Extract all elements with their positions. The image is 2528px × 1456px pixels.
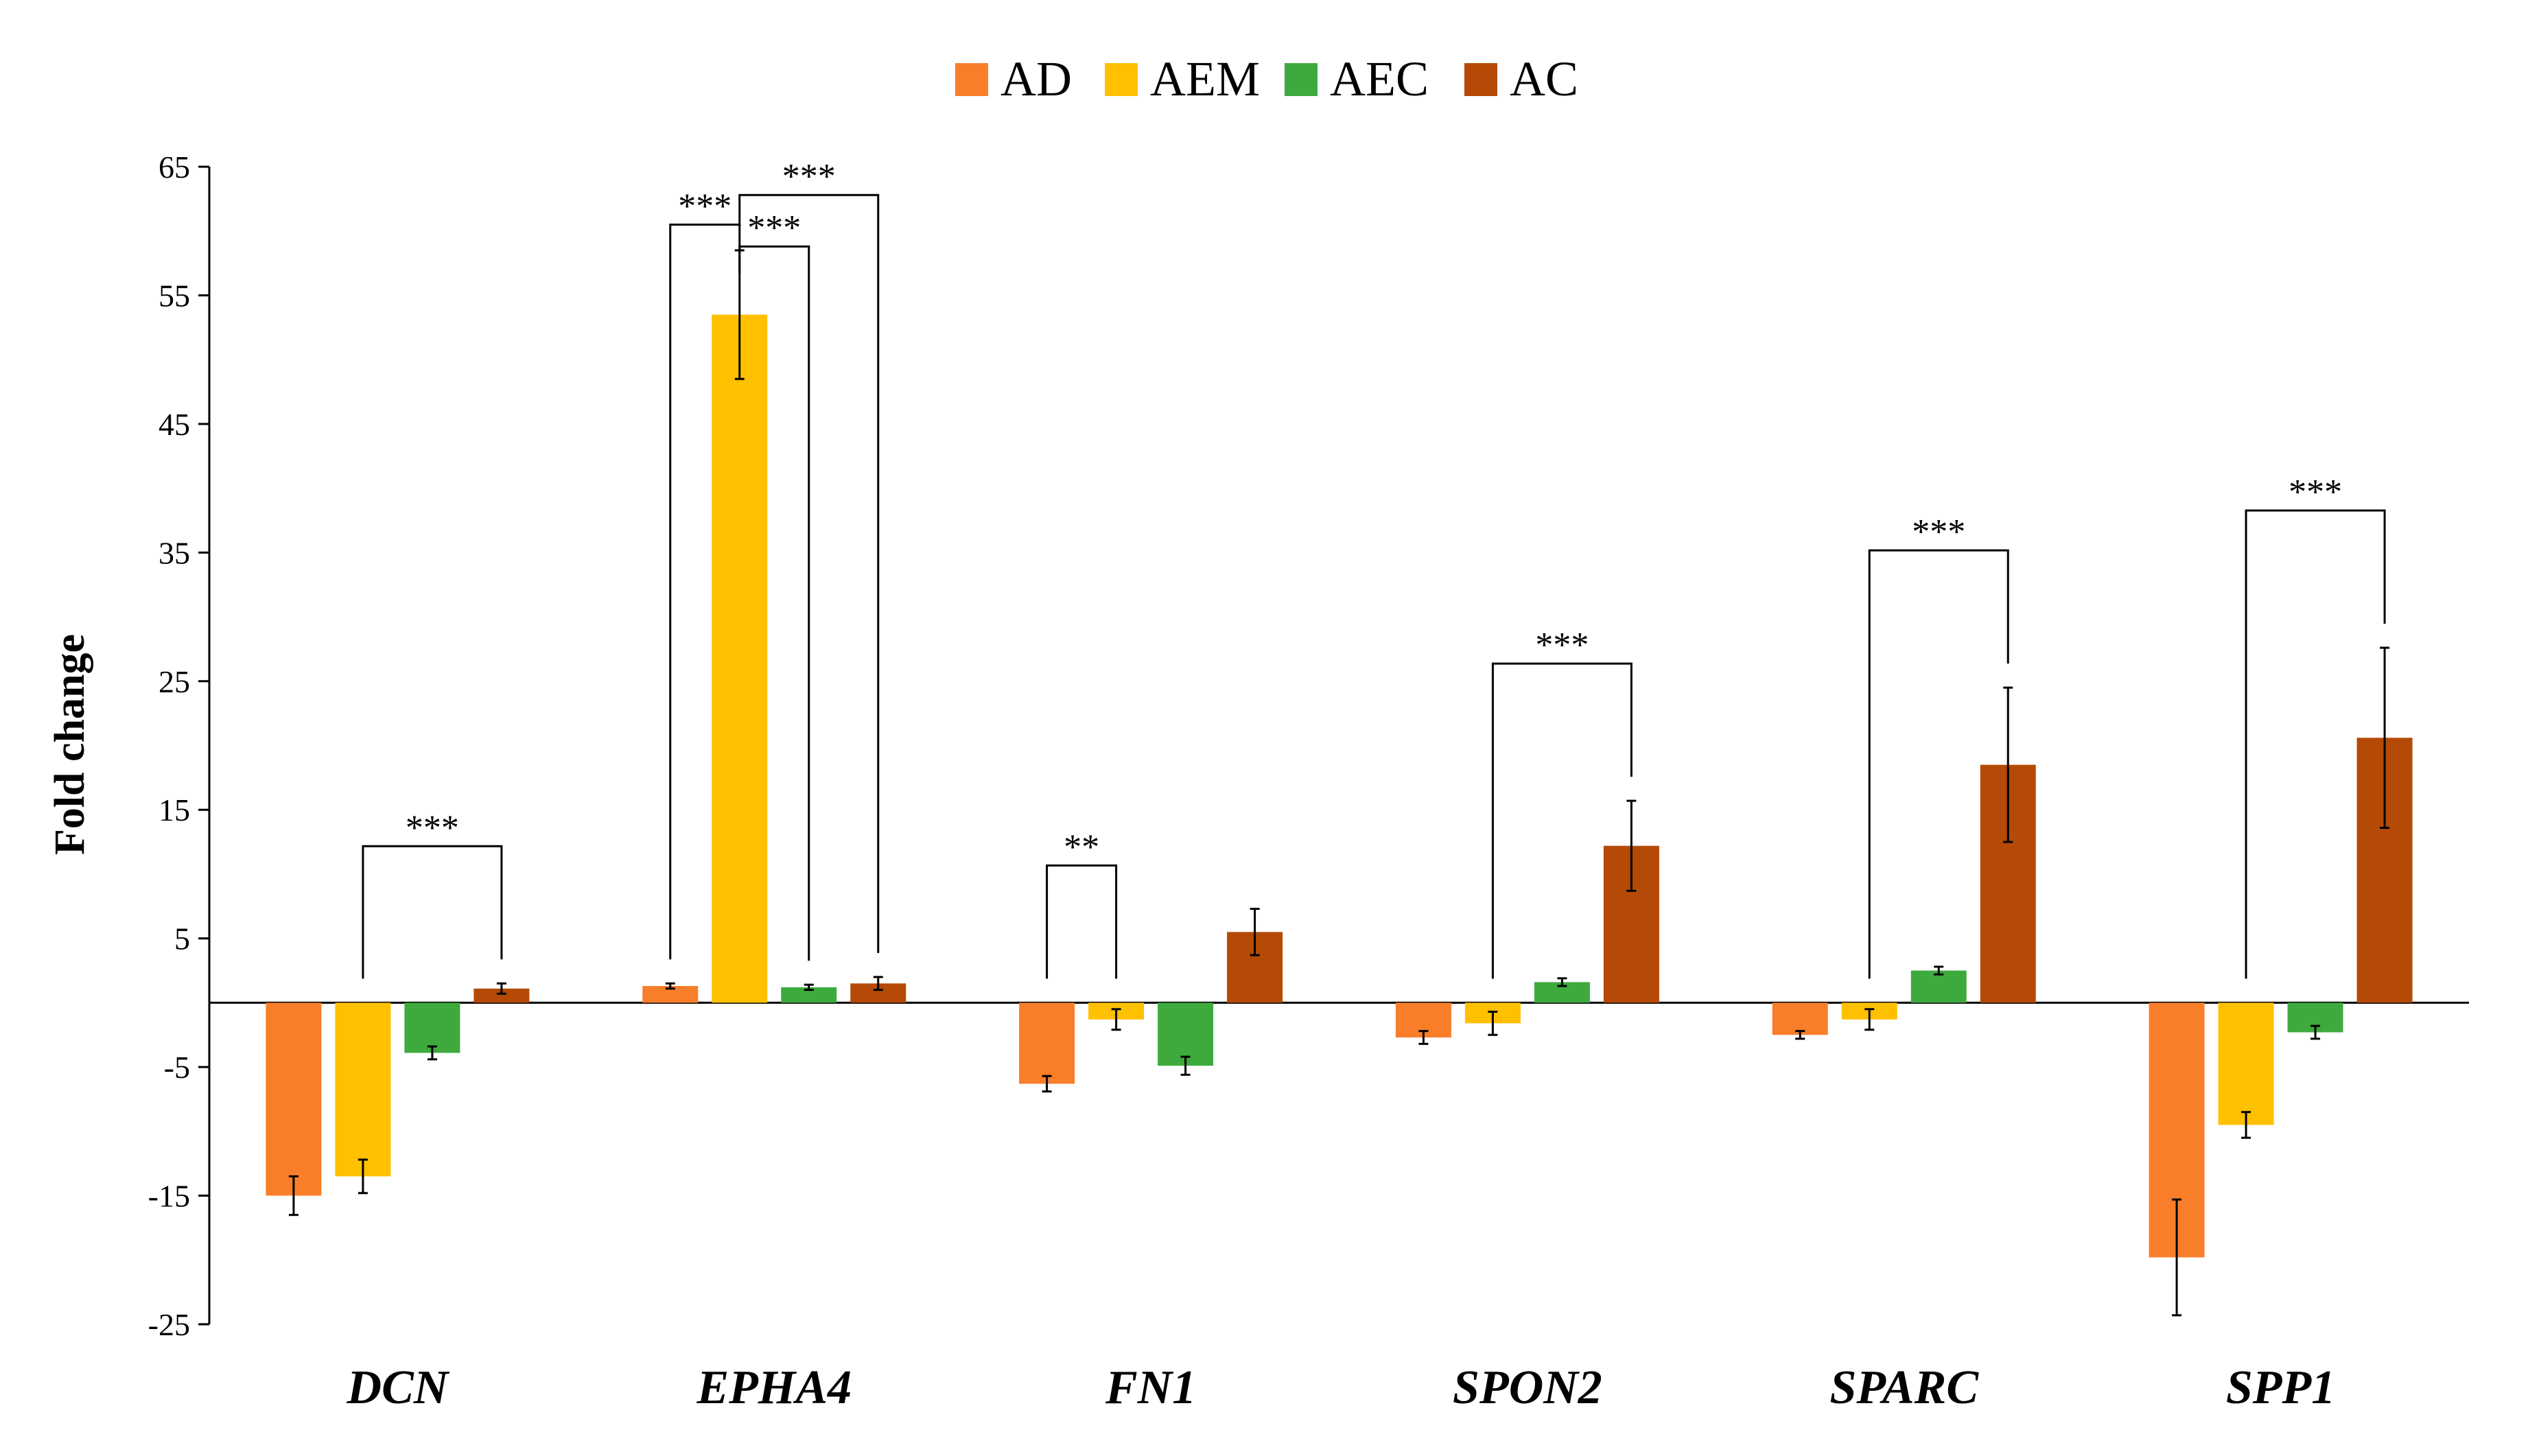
y-tick-label: 5	[174, 921, 190, 956]
bar	[266, 1002, 322, 1196]
category-label: DCN	[347, 1361, 450, 1414]
bar	[473, 988, 530, 1003]
legend-swatch	[1285, 63, 1318, 96]
y-tick-label: -25	[148, 1307, 190, 1342]
legend-swatch	[1464, 63, 1497, 96]
significance-bracket	[1046, 864, 1118, 979]
legend-label: AC	[1510, 51, 1578, 106]
category-label: EPHA4	[696, 1361, 852, 1414]
bar	[712, 314, 768, 1003]
category-label: SPP1	[2226, 1361, 2335, 1414]
legend: AD AEM AEC AC	[955, 51, 1578, 106]
legend-label: AD	[1000, 51, 1072, 106]
y-tick-label: -15	[148, 1179, 190, 1214]
bar	[1158, 1002, 1214, 1066]
y-axis: 65 55 45 35 25 15 5 -5 -15 -25	[148, 150, 2469, 1342]
y-axis-label: Fold change	[47, 634, 93, 855]
significance-bracket	[738, 193, 880, 953]
y-tick-label: 55	[159, 278, 190, 313]
significance-label: ***	[406, 808, 459, 847]
significance-bracket	[669, 223, 741, 960]
category-label: SPARC	[1829, 1361, 1979, 1414]
error-bars	[288, 249, 2390, 1317]
bar	[335, 1002, 391, 1177]
significance-label: **	[1064, 827, 1099, 867]
legend-label: AEM	[1150, 51, 1260, 106]
bar	[2218, 1002, 2274, 1125]
bar	[404, 1002, 460, 1053]
bar	[1772, 1002, 1828, 1035]
y-tick-label: -5	[164, 1050, 190, 1085]
y-tick-label: 65	[159, 150, 190, 185]
significance-brackets: ***********************	[362, 157, 2386, 979]
significance-bracket	[738, 245, 810, 961]
y-tick-label: 25	[159, 664, 190, 699]
category-labels: DCN EPHA4 FN1 SPON2 SPARC SPP1	[347, 1361, 2336, 1414]
significance-label: ***	[782, 157, 836, 196]
y-tick-label: 45	[159, 407, 190, 442]
bars	[266, 314, 2413, 1258]
significance-label: ***	[1912, 513, 1965, 552]
bar	[781, 987, 837, 1003]
y-tick-label: 35	[159, 535, 190, 570]
legend-label: AEC	[1330, 51, 1429, 106]
significance-bracket	[1868, 549, 2009, 979]
bar	[1019, 1002, 1075, 1084]
legend-swatch	[1105, 63, 1138, 96]
y-tick-label: 15	[159, 792, 190, 827]
category-label: SPON2	[1453, 1361, 1602, 1414]
significance-label: ***	[2289, 473, 2342, 512]
significance-label: ***	[678, 187, 732, 226]
significance-bracket	[1491, 662, 1632, 979]
bar	[1910, 970, 1967, 1003]
significance-bracket	[362, 845, 503, 979]
legend-swatch	[955, 63, 988, 96]
category-label: FN1	[1105, 1361, 1196, 1414]
significance-label: ***	[747, 209, 801, 248]
significance-label: ***	[1535, 626, 1589, 665]
significance-bracket	[2245, 509, 2386, 979]
